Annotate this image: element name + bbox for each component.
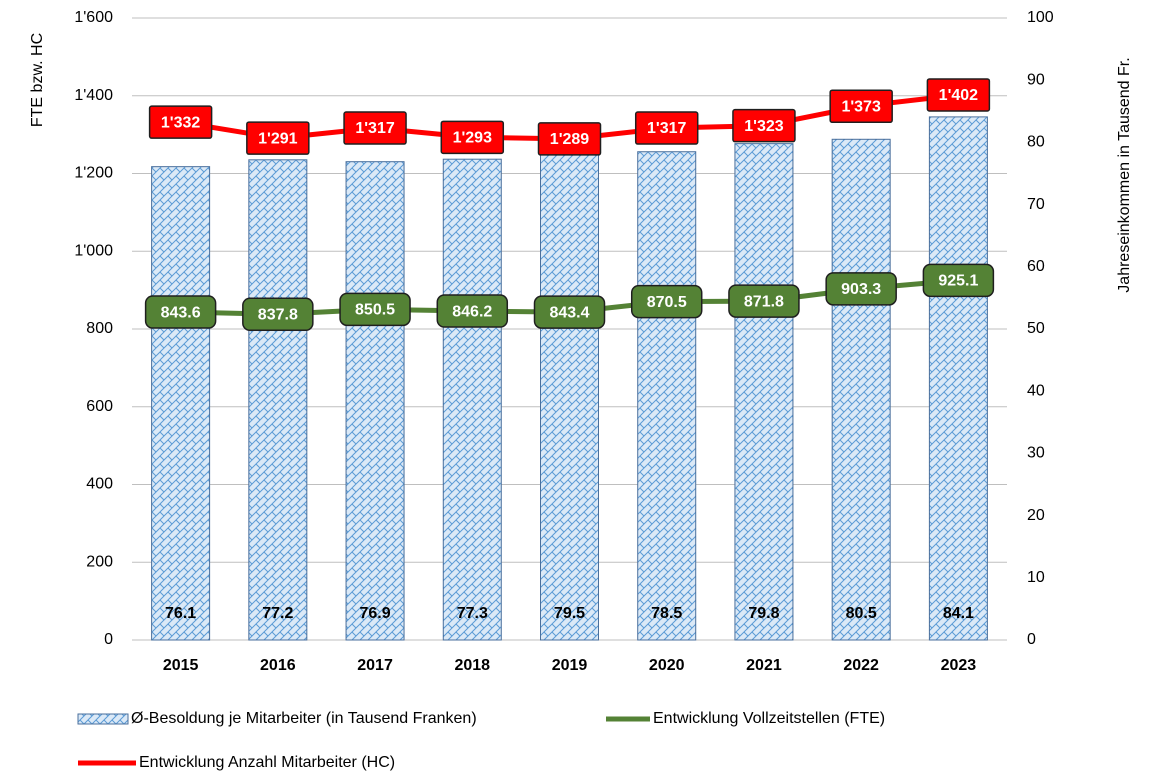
x-tick-label: 2021 (746, 657, 782, 674)
data-label-box (728, 284, 800, 318)
y-tick-label: 1'400 (74, 87, 113, 104)
y-tick-label: 0 (104, 631, 113, 648)
data-label: 1'373 (841, 98, 881, 115)
x-tick-label: 2017 (357, 657, 393, 674)
bar-value-label: 78.5 (651, 605, 682, 622)
data-label-box (436, 294, 509, 328)
data-label: 1'332 (161, 114, 201, 131)
y-axis-title: FTE bzw. HC (29, 33, 46, 127)
data-label: 1'289 (550, 131, 590, 148)
y2-tick-label: 60 (1027, 258, 1045, 275)
data-label: 1'317 (355, 120, 395, 137)
bar (928, 116, 988, 641)
y2-tick-label: 100 (1027, 9, 1054, 26)
data-label-box (246, 121, 310, 155)
y-tick-label: 400 (86, 476, 113, 493)
y-tick-label: 1'200 (74, 165, 113, 182)
y2-tick-label: 10 (1027, 569, 1045, 586)
y-tick-label: 600 (86, 398, 113, 415)
data-label: 1'323 (744, 118, 784, 135)
data-label-box (732, 108, 796, 143)
legend-label: Ø-Besoldung je Mitarbeiter (in Tausend F… (131, 710, 477, 727)
x-tick-label: 2018 (454, 657, 490, 674)
data-label-box (630, 284, 703, 319)
data-label: 871.8 (744, 293, 784, 310)
legend-label: Entwicklung Vollzeitstellen (FTE) (653, 710, 885, 727)
bar-value-label: 79.5 (554, 605, 585, 622)
x-tick-label: 2023 (941, 657, 977, 674)
y2-tick-label: 40 (1027, 382, 1045, 399)
x-tick-label: 2022 (843, 657, 879, 674)
legend-label: Entwicklung Anzahl Mitarbeiter (HC) (139, 754, 395, 771)
data-label-box (926, 78, 991, 112)
bar-value-label: 76.1 (165, 605, 196, 622)
data-label: 1'317 (647, 120, 687, 137)
data-label: 870.5 (647, 294, 687, 311)
bar-value-label: 77.2 (262, 605, 293, 622)
data-label: 843.4 (549, 304, 589, 321)
data-label-box (829, 89, 893, 123)
data-label-box (339, 292, 411, 327)
bar-value-label: 76.9 (359, 605, 390, 622)
data-label-box (634, 111, 699, 145)
data-label: 843.6 (161, 304, 201, 321)
bar-value-label: 79.8 (748, 605, 779, 622)
data-label: 1'293 (453, 130, 493, 147)
data-label-box (537, 122, 602, 156)
data-label-box (825, 272, 897, 306)
data-label-box (148, 105, 213, 139)
y2-tick-label: 50 (1027, 320, 1045, 337)
y-tick-label: 1'600 (74, 9, 113, 26)
data-label: 925.1 (938, 273, 978, 290)
y2-tick-label: 20 (1027, 507, 1045, 524)
bar (540, 145, 599, 641)
data-label: 1'402 (939, 87, 979, 104)
data-label-box (343, 111, 407, 145)
bar (831, 138, 891, 641)
y2-tick-label: 30 (1027, 445, 1045, 462)
bar (637, 151, 697, 641)
data-label: 1'291 (258, 130, 298, 147)
y2-tick-label: 0 (1027, 631, 1036, 648)
x-tick-label: 2019 (552, 657, 588, 674)
data-label-box (533, 295, 606, 329)
x-tick-label: 2015 (163, 657, 199, 674)
data-label-box (440, 120, 505, 155)
y2-axis-title: Jahreseinkommen in Tausend Fr. (1116, 57, 1133, 292)
bar-value-label: 80.5 (846, 605, 877, 622)
bar (248, 159, 308, 641)
y-tick-label: 800 (86, 320, 113, 337)
bar (345, 161, 405, 641)
bar-value-label: 84.1 (943, 605, 974, 622)
y2-tick-label: 70 (1027, 196, 1045, 213)
data-label: 846.2 (452, 303, 492, 320)
x-tick-label: 2020 (649, 657, 685, 674)
data-label-box (144, 295, 217, 329)
y2-tick-label: 90 (1027, 71, 1045, 88)
data-label-box (922, 263, 995, 298)
legend-swatch (77, 713, 129, 725)
data-label: 903.3 (841, 281, 881, 298)
data-label-box (242, 297, 314, 332)
data-label: 850.5 (355, 302, 395, 319)
y2-tick-label: 80 (1027, 134, 1045, 151)
bar (734, 143, 794, 641)
y-tick-label: 1'000 (74, 242, 113, 259)
y-tick-label: 200 (86, 553, 113, 570)
bar-value-label: 77.3 (457, 605, 488, 622)
bar (151, 166, 211, 641)
x-tick-label: 2016 (260, 657, 296, 674)
bar (442, 158, 502, 641)
data-label: 837.8 (258, 307, 298, 324)
